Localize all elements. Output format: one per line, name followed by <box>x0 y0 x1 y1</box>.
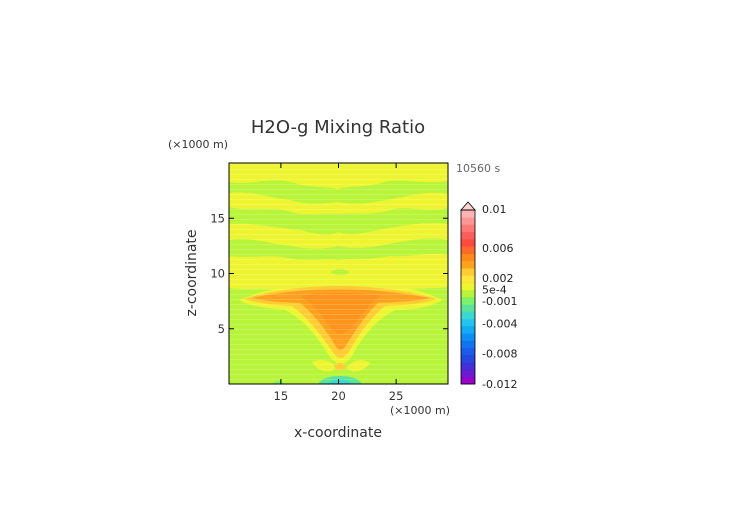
colorbar-label: -0.012 <box>482 378 517 391</box>
colorbar-swatch <box>461 246 475 254</box>
colorbar-label: 5e-4 <box>482 283 507 296</box>
colorbar-label: 0.006 <box>482 242 514 255</box>
x-axis-label: x-coordinate <box>294 425 382 441</box>
colorbar-swatch <box>461 253 475 262</box>
y-tick-label: 5 <box>218 322 225 336</box>
y-tick-label: 10 <box>210 267 225 281</box>
chart-title: H2O-g Mixing Ratio <box>251 117 425 138</box>
colorbar-label: -0.001 <box>482 295 517 308</box>
colorbar-swatch <box>461 311 475 320</box>
colorbar-swatch <box>461 282 475 291</box>
colorbar-swatch <box>461 217 475 225</box>
colorbar-swatch <box>461 289 475 298</box>
x-unit-label: (×1000 m) <box>390 404 450 417</box>
colorbar-label: -0.004 <box>482 317 517 330</box>
x-tick-label: 15 <box>274 389 289 403</box>
colorbar-swatch <box>461 260 475 269</box>
colorbar-swatch <box>461 239 475 247</box>
colorbar-swatch <box>461 231 475 240</box>
colorbar-swatch <box>461 347 475 356</box>
colorbar-label: 0.01 <box>482 203 507 216</box>
colorbar-swatch <box>461 333 475 341</box>
colorbar-label: -0.008 <box>482 348 517 361</box>
colorbar-swatch <box>461 210 475 218</box>
colorbar-swatch <box>461 326 475 334</box>
plot-area <box>229 163 448 384</box>
colorbar-swatch <box>461 304 475 312</box>
x-tick-label: 20 <box>331 389 346 403</box>
y-axis-label: z-coordinate <box>184 229 200 316</box>
colorbar-swatch <box>461 268 475 276</box>
colorbar-swatch <box>461 376 475 385</box>
colorbar-label: 0.002 <box>482 272 514 285</box>
colorbar-swatch <box>461 318 475 327</box>
y-unit-label: (×1000 m) <box>168 138 228 151</box>
y-axis-ticks: 5 10 15 <box>210 211 448 336</box>
x-tick-label: 25 <box>389 389 404 403</box>
colorbar-swatch <box>461 355 475 363</box>
colorbar-frame <box>460 209 476 385</box>
colorbar-swatch <box>461 362 475 370</box>
colorbar-swatch <box>461 224 475 233</box>
time-label: 10560 s <box>456 162 500 175</box>
colorbar-swatch <box>461 369 475 378</box>
x-axis-ticks: 15 20 25 <box>274 163 404 403</box>
colorbar-extend-triangle <box>460 201 476 211</box>
colorbar-swatch <box>461 297 475 305</box>
colorbar-swatch <box>461 340 475 349</box>
colorbar-swatch <box>461 275 475 283</box>
hatch-overlay <box>229 163 448 384</box>
y-tick-label: 15 <box>210 211 225 225</box>
